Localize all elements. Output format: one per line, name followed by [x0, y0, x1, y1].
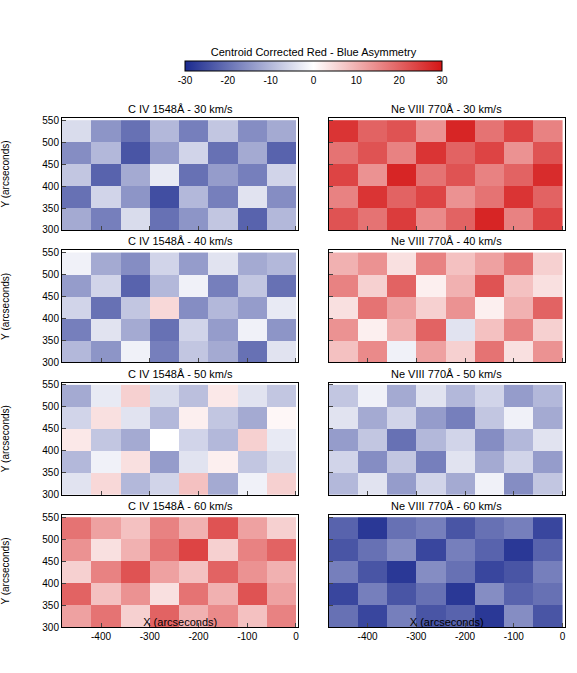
svg-text:Centroid Corrected Red - Blue: Centroid Corrected Red - Blue Asymmetry	[211, 46, 417, 58]
svg-text:-30: -30	[178, 75, 193, 86]
svg-text:450: 450	[42, 159, 59, 170]
svg-text:550: 550	[42, 512, 59, 523]
svg-text:350: 350	[42, 600, 59, 611]
svg-text:X (arcseconds): X (arcseconds)	[410, 616, 484, 628]
svg-text:Ne VIII 770Å - 30 km/s: Ne VIII 770Å - 30 km/s	[391, 103, 502, 115]
svg-text:Y (arcseconds): Y (arcseconds)	[0, 405, 11, 472]
svg-text:Ne VIII 770Å - 40 km/s: Ne VIII 770Å - 40 km/s	[391, 235, 502, 247]
svg-text:500: 500	[42, 401, 59, 412]
svg-text:C IV 1548Å - 60 km/s: C IV 1548Å - 60 km/s	[128, 500, 233, 512]
svg-text:400: 400	[42, 578, 59, 589]
svg-text:-300: -300	[140, 631, 160, 642]
svg-text:Y (arcseconds): Y (arcseconds)	[0, 537, 11, 604]
svg-text:450: 450	[42, 423, 59, 434]
svg-text:30: 30	[436, 75, 448, 86]
svg-text:Ne VIII 770Å - 60 km/s: Ne VIII 770Å - 60 km/s	[391, 500, 502, 512]
svg-text:300: 300	[42, 489, 59, 500]
svg-text:500: 500	[42, 137, 59, 148]
svg-text:350: 350	[42, 467, 59, 478]
svg-text:350: 350	[42, 203, 59, 214]
svg-text:Y (arcseconds): Y (arcseconds)	[0, 273, 11, 340]
svg-text:-400: -400	[358, 631, 378, 642]
svg-text:Y (arcseconds): Y (arcseconds)	[0, 140, 11, 207]
svg-text:300: 300	[42, 357, 59, 368]
svg-text:0: 0	[311, 75, 317, 86]
svg-text:550: 550	[42, 379, 59, 390]
svg-text:450: 450	[42, 556, 59, 567]
svg-text:400: 400	[42, 313, 59, 324]
svg-text:C IV 1548Å - 50 km/s: C IV 1548Å - 50 km/s	[128, 368, 233, 380]
svg-text:-100: -100	[237, 631, 257, 642]
svg-text:0: 0	[560, 631, 566, 642]
svg-text:-20: -20	[221, 75, 236, 86]
svg-text:20: 20	[394, 75, 406, 86]
svg-text:550: 550	[42, 247, 59, 258]
svg-text:-100: -100	[504, 631, 524, 642]
svg-text:0: 0	[293, 631, 299, 642]
svg-text:450: 450	[42, 291, 59, 302]
svg-text:Ne VIII 770Å - 50 km/s: Ne VIII 770Å - 50 km/s	[391, 368, 502, 380]
svg-text:-200: -200	[455, 631, 475, 642]
svg-text:500: 500	[42, 269, 59, 280]
svg-text:300: 300	[42, 224, 59, 235]
svg-text:300: 300	[42, 622, 59, 633]
svg-text:-10: -10	[263, 75, 278, 86]
svg-text:C IV 1548Å - 40 km/s: C IV 1548Å - 40 km/s	[128, 235, 233, 247]
svg-text:C IV 1548Å - 30 km/s: C IV 1548Å - 30 km/s	[128, 103, 233, 115]
svg-text:-400: -400	[91, 631, 111, 642]
svg-text:-200: -200	[188, 631, 208, 642]
svg-text:500: 500	[42, 534, 59, 545]
svg-text:10: 10	[351, 75, 363, 86]
svg-text:550: 550	[42, 115, 59, 126]
svg-text:350: 350	[42, 335, 59, 346]
svg-text:X (arcseconds): X (arcseconds)	[143, 616, 217, 628]
svg-text:400: 400	[42, 445, 59, 456]
svg-text:-300: -300	[406, 631, 426, 642]
svg-text:400: 400	[42, 181, 59, 192]
